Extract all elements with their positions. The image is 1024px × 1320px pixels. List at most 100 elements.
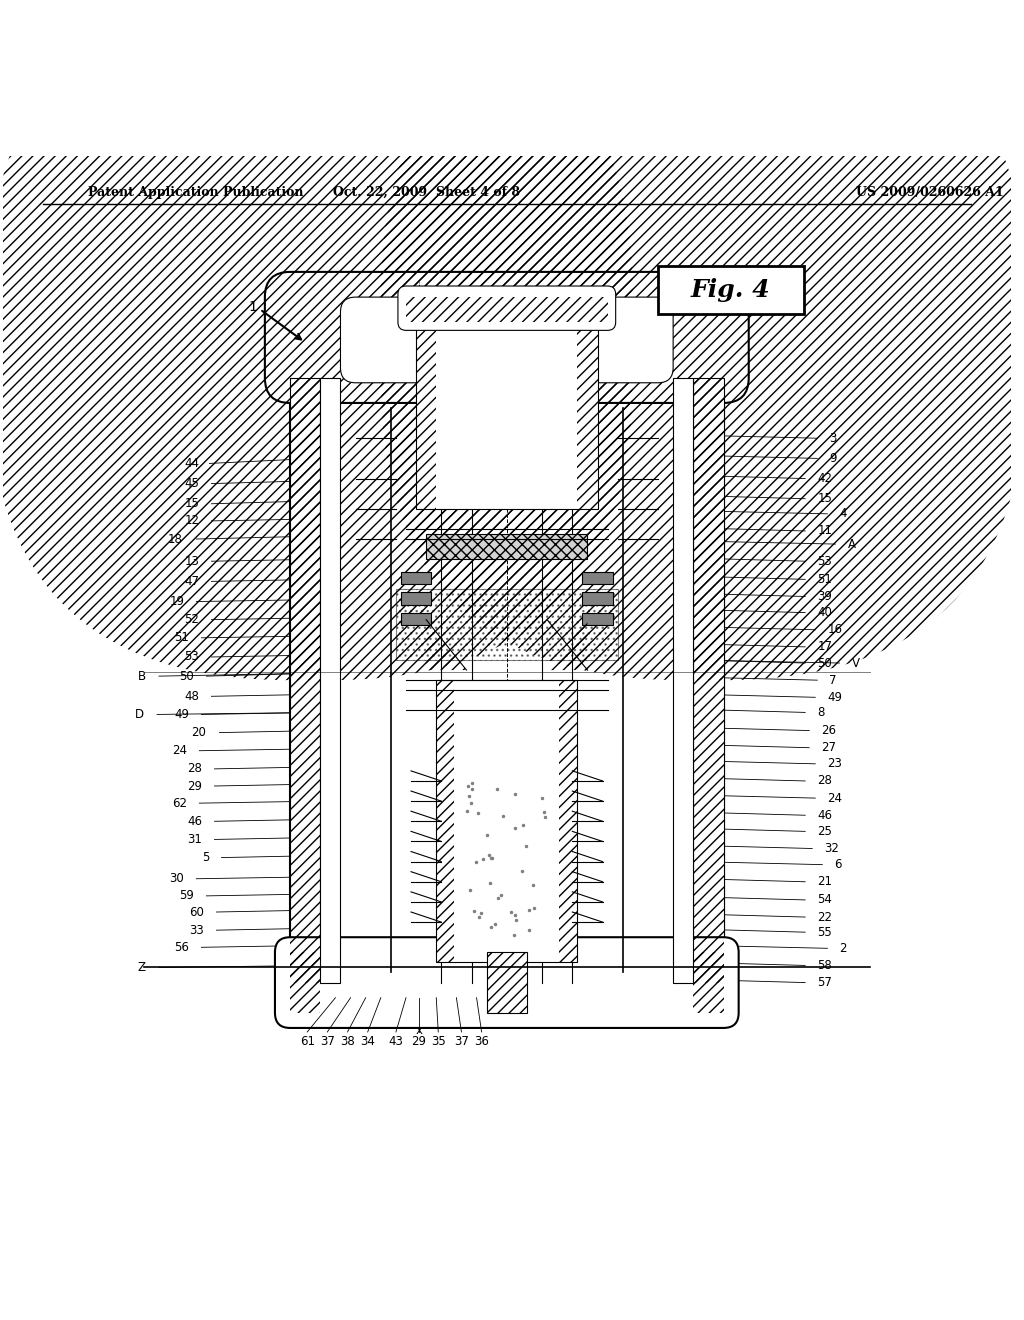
Text: 22: 22	[817, 911, 833, 924]
Text: 8: 8	[817, 706, 824, 719]
Text: 28: 28	[817, 775, 833, 788]
Text: 30: 30	[170, 873, 184, 886]
Bar	[486, 952, 527, 1012]
Text: 26: 26	[821, 725, 837, 737]
Text: 46: 46	[817, 809, 833, 822]
Bar	[416, 313, 436, 508]
Bar	[693, 952, 724, 1012]
Text: Fig. 4: Fig. 4	[691, 279, 770, 302]
Text: 53: 53	[817, 554, 833, 568]
Text: 45: 45	[184, 477, 200, 490]
Text: 4: 4	[840, 507, 847, 520]
Text: 53: 53	[184, 651, 200, 664]
Text: US 2009/0260626 A1: US 2009/0260626 A1	[856, 186, 1005, 199]
Text: 18: 18	[167, 532, 182, 545]
Text: Fig. 4: Fig. 4	[680, 277, 777, 308]
Text: 57: 57	[817, 975, 833, 989]
Bar	[673, 378, 693, 982]
Text: 27: 27	[821, 742, 837, 754]
Bar	[290, 378, 321, 982]
Text: 60: 60	[189, 906, 205, 919]
Text: 59: 59	[179, 890, 195, 903]
Text: 52: 52	[184, 614, 200, 626]
Bar	[583, 612, 612, 624]
FancyBboxPatch shape	[340, 297, 673, 383]
FancyBboxPatch shape	[265, 272, 749, 403]
Bar	[396, 590, 617, 660]
Text: 58: 58	[817, 958, 833, 972]
Text: 49: 49	[174, 708, 189, 721]
FancyBboxPatch shape	[398, 286, 615, 330]
Bar	[416, 313, 598, 508]
Text: 29: 29	[187, 780, 203, 792]
Text: 37: 37	[319, 1035, 335, 1048]
Text: 50: 50	[179, 669, 195, 682]
Text: 2: 2	[840, 941, 847, 954]
Text: 50: 50	[817, 656, 833, 669]
Text: 29: 29	[412, 1035, 427, 1048]
Bar	[559, 680, 578, 962]
Text: 23: 23	[827, 758, 843, 771]
Text: 19: 19	[169, 595, 184, 609]
Bar	[436, 680, 578, 962]
Text: 39: 39	[817, 590, 833, 603]
Text: Patent Application Publication: Patent Application Publication	[88, 186, 304, 199]
Text: 44: 44	[184, 457, 200, 470]
Bar	[436, 680, 455, 962]
Text: 42: 42	[817, 473, 833, 484]
Bar	[583, 573, 612, 585]
Text: 6: 6	[835, 858, 842, 871]
Text: x: x	[416, 348, 423, 362]
Bar	[321, 378, 340, 982]
Text: 47: 47	[184, 576, 200, 587]
FancyBboxPatch shape	[658, 265, 804, 314]
Text: 3: 3	[829, 432, 837, 445]
Bar	[426, 535, 588, 560]
Text: Oct. 22, 2009  Sheet 4 of 8: Oct. 22, 2009 Sheet 4 of 8	[333, 186, 519, 199]
Text: 55: 55	[817, 925, 833, 939]
Text: 10: 10	[381, 339, 395, 352]
Text: D: D	[135, 708, 144, 721]
Text: 43: 43	[388, 1035, 403, 1048]
Text: 9: 9	[829, 451, 837, 465]
Text: 7: 7	[829, 673, 837, 686]
Text: 21: 21	[817, 875, 833, 888]
Text: 24: 24	[172, 744, 187, 758]
Text: 17: 17	[817, 640, 833, 653]
Text: 15: 15	[184, 498, 200, 511]
Bar	[290, 952, 321, 1012]
Text: 34: 34	[360, 1035, 375, 1048]
Text: 28: 28	[187, 763, 203, 775]
Text: 37: 37	[454, 1035, 469, 1048]
Text: 32: 32	[824, 842, 840, 855]
Bar	[486, 952, 527, 1012]
Bar	[578, 313, 598, 508]
Text: 40: 40	[817, 606, 833, 619]
Bar	[401, 612, 431, 624]
Text: 54: 54	[817, 894, 833, 907]
Text: B: B	[138, 669, 146, 682]
Text: 56: 56	[174, 941, 189, 954]
FancyBboxPatch shape	[275, 937, 738, 1028]
Text: 13: 13	[184, 554, 200, 568]
Text: 20: 20	[191, 726, 207, 739]
Text: 61: 61	[300, 1035, 314, 1048]
Text: 15: 15	[817, 492, 833, 506]
Text: 16: 16	[827, 623, 843, 636]
Bar	[406, 297, 607, 322]
Text: 51: 51	[174, 631, 189, 644]
Text: 62: 62	[172, 797, 187, 809]
Text: 24: 24	[827, 792, 843, 805]
Bar	[693, 378, 724, 982]
Text: 36: 36	[474, 1035, 489, 1048]
Text: 1: 1	[249, 300, 257, 314]
Text: 46: 46	[187, 814, 203, 828]
Text: 31: 31	[187, 833, 203, 846]
Bar	[693, 378, 724, 982]
Text: 33: 33	[189, 924, 205, 937]
Text: 35: 35	[431, 1035, 445, 1048]
Text: x: x	[416, 1024, 423, 1038]
Text: Z: Z	[138, 961, 146, 974]
Bar	[290, 378, 321, 982]
Text: 14: 14	[443, 339, 459, 352]
